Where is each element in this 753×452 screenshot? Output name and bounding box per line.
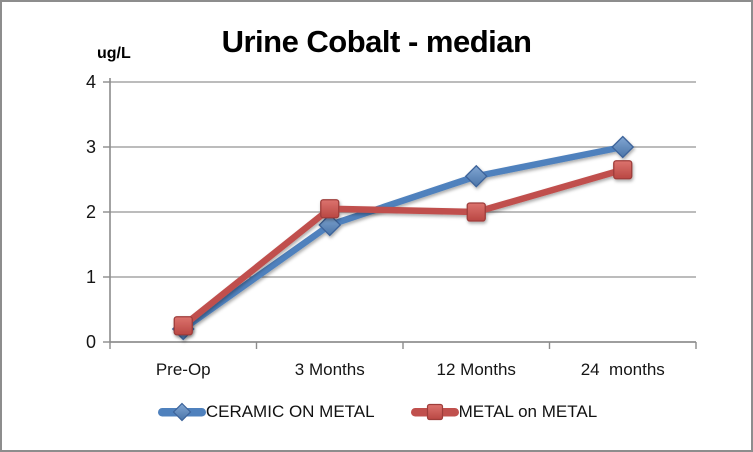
y-tick-label-3: 3 bbox=[85, 137, 96, 157]
series-metal-on-metal bbox=[173, 160, 633, 336]
x-tick-label-0: Pre-Op bbox=[155, 360, 211, 379]
legend: CERAMIC ON METAL METAL on METAL bbox=[0, 396, 753, 428]
series-lines bbox=[171, 135, 635, 341]
legend-label-metal-on-metal: METAL on METAL bbox=[458, 402, 598, 421]
legend-item-metal-on-metal: METAL on METAL bbox=[409, 400, 598, 424]
y-axis-unit-label: ug/L bbox=[97, 45, 131, 62]
y-tick-label-4: 4 bbox=[85, 72, 96, 92]
legend-item-ceramic-on-metal: CERAMIC ON METAL bbox=[156, 400, 375, 424]
x-tick-label-2: 12 Months bbox=[436, 360, 516, 379]
axes bbox=[109, 78, 697, 349]
x-tick-label-1: 3 Months bbox=[294, 360, 365, 379]
series-ceramic-on-metal bbox=[171, 135, 635, 341]
chart-title: Urine Cobalt - median bbox=[221, 24, 532, 59]
y-tick-label-1: 1 bbox=[85, 267, 96, 287]
legend-label-ceramic-on-metal: CERAMIC ON METAL bbox=[205, 402, 375, 421]
x-tick-label-3: 24 months bbox=[580, 360, 665, 379]
y-tick-label-2: 2 bbox=[85, 202, 96, 222]
ceramic-on-metal-legend-marker bbox=[157, 402, 206, 422]
y-tick-label-0: 0 bbox=[85, 332, 96, 352]
metal-on-metal-legend-marker bbox=[410, 403, 459, 421]
